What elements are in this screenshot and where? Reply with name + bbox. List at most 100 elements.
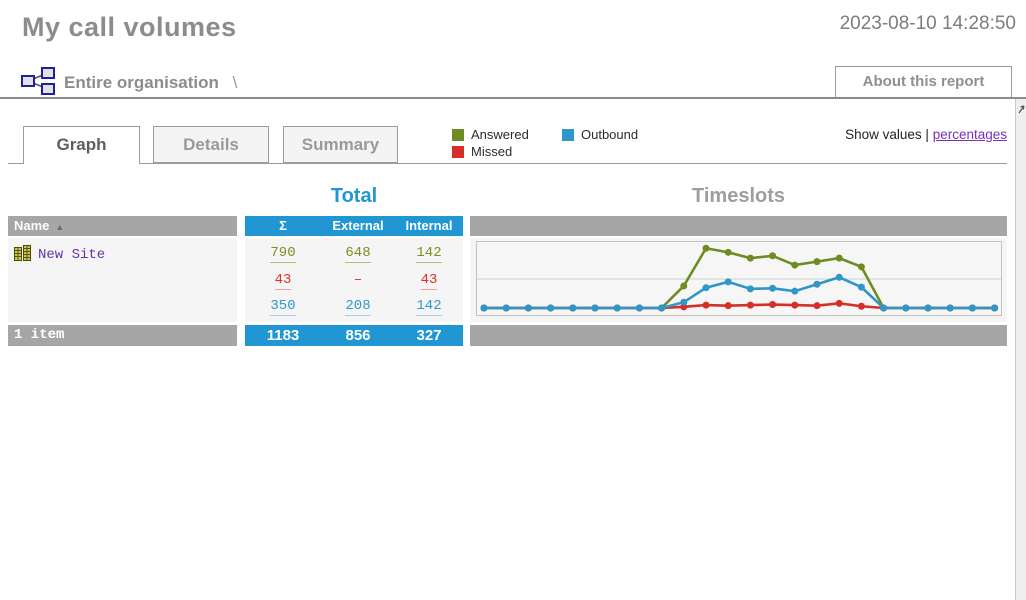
scrollbar[interactable] (1015, 99, 1026, 600)
chart-point-missed (791, 301, 799, 309)
chart-point-outbound (547, 304, 555, 312)
chart-point-answered (857, 263, 865, 271)
chart-point-outbound (524, 304, 532, 312)
answered-legend-swatch (452, 129, 464, 141)
chart-point-outbound (835, 273, 843, 281)
missed-values-row: 43 – 43 (245, 272, 463, 290)
chart-point-missed (857, 302, 865, 310)
external-column-header[interactable]: External (332, 218, 384, 233)
outbound-legend-label: Outbound (581, 127, 639, 142)
total-external: 856 (345, 327, 371, 344)
chart-point-outbound (924, 304, 932, 312)
missed-legend-swatch (452, 146, 464, 158)
chart-point-outbound (946, 304, 954, 312)
chart-point-outbound (968, 304, 976, 312)
name-header-label: Name (14, 218, 50, 233)
answered-internal-link[interactable]: 142 (416, 245, 442, 263)
item-count: 1 item (8, 325, 237, 346)
chart-point-answered (680, 282, 688, 290)
chart-point-outbound (813, 280, 821, 288)
chart-line-outbound (484, 275, 995, 310)
timeslots-chart[interactable] (476, 241, 1002, 316)
missed-external-dash: – (353, 272, 363, 288)
answered-external-link[interactable]: 648 (345, 245, 371, 263)
timeslots-footer-band (470, 325, 1007, 346)
total-header-band: Σ External Internal (245, 216, 463, 236)
percentages-link[interactable]: percentages (932, 127, 1007, 142)
chart-point-outbound (613, 304, 621, 312)
timeslots-header-band (470, 216, 1007, 236)
chart-point-outbound (724, 278, 732, 286)
tab-details[interactable]: Details (153, 126, 269, 163)
chart-point-missed (835, 299, 843, 307)
answered-values-row: 790 648 142 (245, 245, 463, 263)
answered-legend-label: Answered (471, 127, 529, 142)
chart-point-missed (746, 301, 754, 309)
show-values-control: Show values | percentages (845, 127, 1007, 142)
outbound-legend-swatch (562, 129, 574, 141)
site-name-link[interactable]: New Site (38, 247, 106, 263)
total-group-title: Total (330, 185, 378, 207)
breadcrumb-label[interactable]: Entire organisation (64, 73, 219, 92)
chart-point-answered (813, 258, 821, 266)
chart-point-missed (813, 302, 821, 310)
chart-point-outbound (880, 304, 888, 312)
chart-point-answered (724, 248, 732, 256)
timeslots-chart-cell (470, 238, 1007, 322)
outbound-external-link[interactable]: 208 (345, 298, 371, 316)
chart-point-outbound (569, 304, 577, 312)
chart-point-outbound (658, 304, 666, 312)
breadcrumb[interactable]: Entire organisation \ (64, 73, 237, 93)
chart-point-answered (746, 254, 754, 262)
chart-point-outbound (791, 287, 799, 295)
page-title: My call volumes (22, 12, 237, 42)
chart-line-answered (484, 246, 995, 310)
chart-point-answered (791, 261, 799, 269)
chart-point-outbound (702, 284, 710, 292)
outbound-values-row: 350 208 142 (245, 298, 463, 316)
scroll-arrow-icon (1018, 105, 1025, 114)
tabs-divider (8, 163, 1007, 164)
chart-point-outbound (480, 304, 488, 312)
show-values-label: Show values | (845, 127, 929, 142)
report-timestamp: 2023-08-10 14:28:50 (839, 13, 1016, 34)
chart-point-outbound (680, 298, 688, 306)
name-column-header[interactable]: Name ▲ (8, 216, 237, 236)
chart-point-missed (702, 301, 710, 309)
chart-point-outbound (502, 304, 510, 312)
missed-legend-label: Missed (471, 144, 513, 159)
total-sum: 1183 (266, 327, 300, 344)
chart-point-outbound (857, 283, 865, 291)
timeslots-chart-svg (477, 244, 1001, 312)
chart-point-outbound (769, 284, 777, 292)
chart-point-outbound (635, 304, 643, 312)
about-report-button[interactable]: About this report (835, 66, 1012, 98)
chart-point-missed (724, 302, 732, 310)
missed-internal-link[interactable]: 43 (420, 272, 438, 290)
chart-point-answered (835, 254, 843, 262)
chart-point-outbound (991, 304, 999, 312)
breadcrumb-separator: \ (232, 73, 238, 92)
timeslots-group-title: Timeslots (692, 185, 785, 207)
outbound-internal-link[interactable]: 142 (416, 298, 442, 316)
tab-summary[interactable]: Summary (283, 126, 398, 163)
chart-point-outbound (902, 304, 910, 312)
chart-point-outbound (746, 285, 754, 293)
missed-sum-link[interactable]: 43 (274, 272, 292, 290)
site-icon (14, 245, 31, 266)
totals-band: 1183 856 327 (245, 325, 463, 346)
organisation-icon (20, 66, 56, 96)
table-row-values-cell: 790 648 142 43 – 43 350 208 142 (245, 238, 463, 322)
tab-graph[interactable]: Graph (23, 126, 140, 164)
outbound-sum-link[interactable]: 350 (270, 298, 296, 316)
answered-sum-link[interactable]: 790 (270, 245, 296, 263)
sum-column-header[interactable]: Σ (279, 218, 287, 233)
table-row-name-cell: New Site (8, 238, 237, 322)
total-internal: 327 (416, 327, 442, 344)
header-divider (0, 97, 1026, 99)
internal-column-header[interactable]: Internal (405, 218, 453, 233)
chart-point-answered (769, 252, 777, 260)
sort-ascending-icon: ▲ (55, 222, 65, 232)
chart-point-missed (769, 301, 777, 309)
